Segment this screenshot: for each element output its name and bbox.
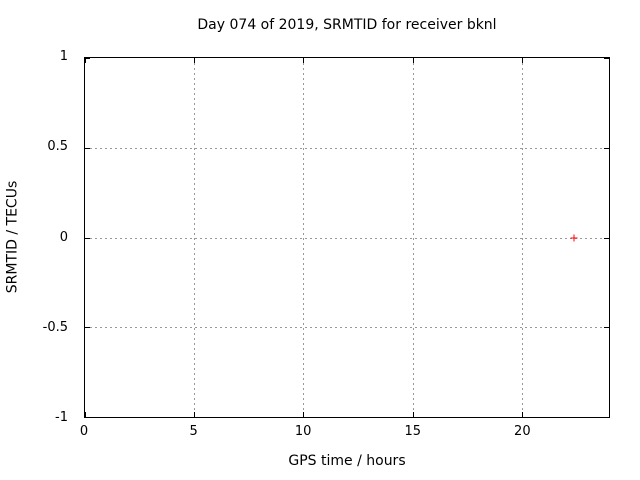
y-tick-label-1: 1 bbox=[59, 49, 68, 64]
tick-mark-y-0.5 bbox=[604, 147, 609, 149]
tick-mark-x-15 bbox=[412, 58, 414, 63]
x-tick-label-0: 0 bbox=[79, 424, 89, 439]
tick-mark-y--1 bbox=[604, 417, 609, 418]
x-tick-label-20: 20 bbox=[514, 424, 531, 439]
tick-mark-x-20 bbox=[521, 58, 523, 63]
tick-mark-y-1 bbox=[604, 58, 609, 59]
tick-mark-x-10 bbox=[303, 58, 305, 63]
tick-mark-y--0.5 bbox=[604, 327, 609, 329]
x-axis-label: GPS time / hours bbox=[288, 453, 406, 469]
chart-title: Day 074 of 2019, SRMTID for receiver bkn… bbox=[197, 17, 497, 33]
tick-mark-x-0 bbox=[85, 58, 86, 63]
tick-mark-y--0.5 bbox=[85, 327, 90, 329]
tick-mark-x-15 bbox=[412, 412, 414, 417]
x-tick-labels: 0 5 10 15 20 bbox=[80, 424, 610, 440]
gridline-y-0 bbox=[85, 237, 609, 239]
tick-mark-y-0 bbox=[604, 237, 609, 239]
x-tick-label-10: 10 bbox=[294, 424, 312, 439]
data-point-marker bbox=[570, 234, 578, 241]
gridline-y--0.5 bbox=[85, 327, 609, 329]
tick-mark-x-20 bbox=[521, 412, 523, 417]
gridline-y-0.5 bbox=[85, 147, 609, 149]
x-tick-label-15: 15 bbox=[404, 424, 422, 439]
tick-mark-y--1 bbox=[85, 417, 90, 418]
y-tick-labels: -1 -0.5 0 0.5 1 bbox=[0, 49, 68, 425]
tick-mark-y-0.5 bbox=[85, 147, 90, 149]
tick-mark-y-1 bbox=[85, 58, 90, 59]
tick-mark-x-5 bbox=[194, 412, 196, 417]
tick-mark-x-0 bbox=[85, 412, 86, 417]
y-tick-label-0.5: 0.5 bbox=[47, 139, 68, 155]
plot-area bbox=[84, 57, 610, 418]
tick-mark-y-0 bbox=[85, 237, 90, 239]
y-tick-label-0: 0 bbox=[59, 229, 68, 245]
y-tick-label--0.5: -0.5 bbox=[42, 319, 68, 335]
x-tick-label-5: 5 bbox=[189, 424, 198, 439]
y-tick-label--1: -1 bbox=[55, 410, 68, 425]
tick-mark-x-10 bbox=[303, 412, 305, 417]
tick-mark-x-5 bbox=[194, 58, 196, 63]
marker-vertical-bar bbox=[573, 234, 575, 241]
